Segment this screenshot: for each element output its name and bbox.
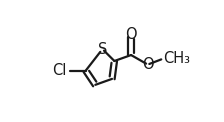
Text: S: S [98, 42, 107, 57]
Text: O: O [125, 27, 137, 42]
Text: CH₃: CH₃ [163, 51, 190, 66]
Text: O: O [142, 57, 154, 72]
Text: Cl: Cl [52, 63, 67, 78]
